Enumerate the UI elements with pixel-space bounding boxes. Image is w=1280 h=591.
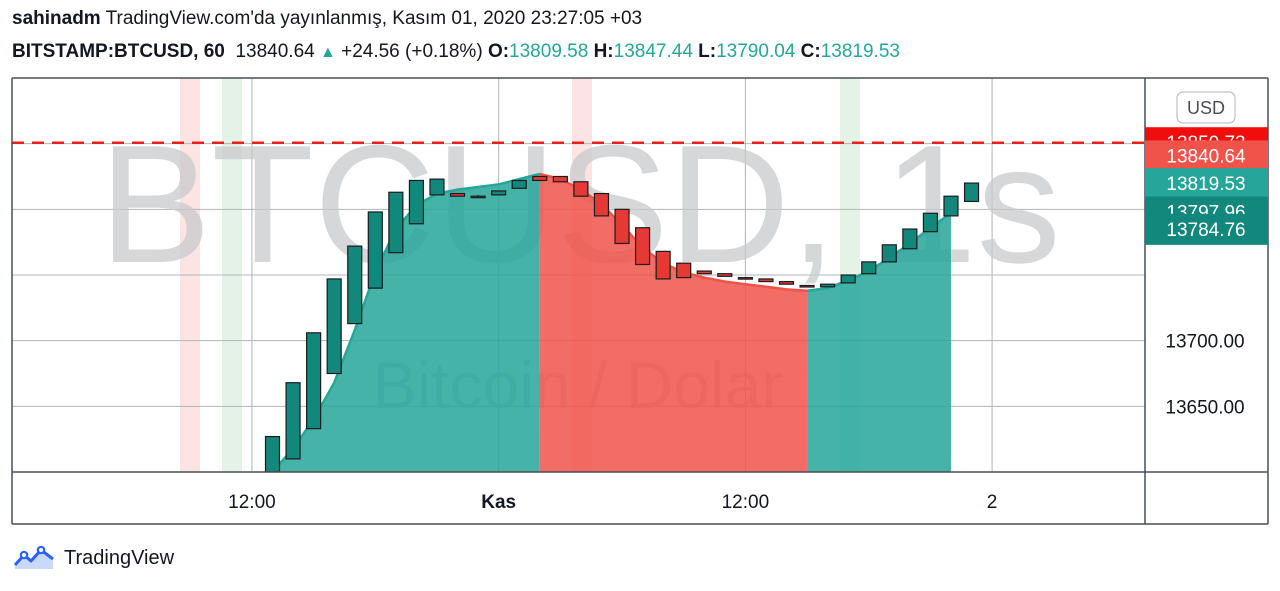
high-label: H: [593,41,614,62]
price-label-box [1145,168,1268,200]
area-segment [539,173,808,472]
candle [963,182,980,203]
x-tick-label: 12:00 [722,492,770,513]
candle [449,192,466,197]
symbol-info: BITSTAMP:BTCUSD, 60 13840.64 ▲ +24.56 (+… [12,41,900,63]
area-segment [272,173,540,472]
price-label-text: 13819.53 [1166,174,1245,195]
last-price: 13840.64 [235,41,315,62]
candle [326,278,342,375]
low-value: 13790.04 [716,41,796,62]
price-change: +24.56 (+0.18%) [341,41,483,62]
x-tick-label: 2 [987,492,998,513]
candle [881,244,897,263]
candle [470,195,486,199]
y-tick-label: 13650.00 [1165,397,1244,418]
tradingview-logo-icon [13,545,54,569]
publish-info: sahinadm TradingView.com'da yayınlanmış,… [12,8,642,30]
candle [840,274,856,284]
candle [552,175,568,183]
candle [696,270,712,275]
x-tick-label: 12:00 [228,492,276,513]
publish-date: TradingView.com'da yayınlanmış, Kasım 01… [105,8,643,29]
open-value: 13809.58 [509,41,589,62]
close-value: 13819.53 [820,41,900,62]
candle [285,382,301,460]
candle [634,227,651,266]
candle [758,278,774,283]
candle [367,211,383,289]
y-tick-label: 13700.00 [1165,332,1244,353]
candle [573,181,589,197]
area-segment [807,213,951,473]
close-label: C: [800,41,821,62]
currency-label[interactable]: USD [1187,98,1225,118]
candle [429,178,445,196]
candle [593,192,610,217]
candle [511,179,527,189]
time-axis-bg [12,472,1145,524]
candle [737,277,753,280]
high-value: 13847.44 [613,41,693,62]
price-label-text: 13840.64 [1166,146,1246,167]
footer: TradingView [12,543,174,573]
candle [799,284,815,288]
candle [491,190,507,196]
candle [778,280,795,285]
candle [388,191,404,254]
candle [902,228,918,250]
candle [717,273,733,277]
candle [943,195,959,217]
candle [264,435,281,473]
candle [655,250,671,280]
up-arrow-icon: ▲ [319,44,336,61]
x-tick-label: Kas [481,492,516,513]
candle [922,212,939,233]
currency-button[interactable] [1176,91,1236,124]
low-label: L: [698,41,717,62]
price-label-text: 13784.76 [1166,220,1245,241]
price-label-box [1145,213,1268,245]
candle [347,245,363,325]
candle [532,175,548,182]
candle [676,262,692,279]
candle [306,332,322,430]
brand-name[interactable]: TradingView [64,546,175,569]
open-label: O: [487,41,510,62]
author-name[interactable]: sahinadm [12,8,101,29]
candle [820,283,836,288]
symbol-label: BITSTAMP:BTCUSD, 60 [12,41,225,62]
candle [408,179,425,225]
price-label-box [1145,140,1268,172]
candle [861,261,877,275]
candle [614,208,630,245]
